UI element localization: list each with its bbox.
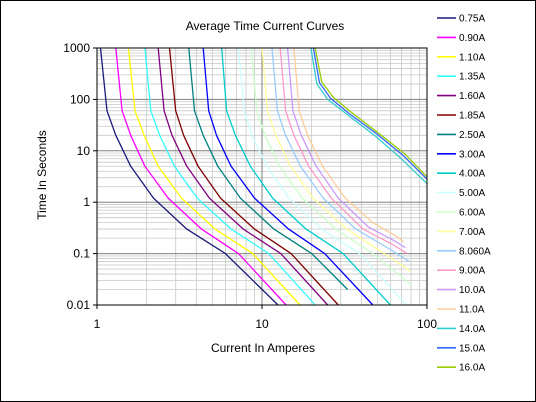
legend-item: 10.0A — [437, 285, 485, 296]
chart-title: Average Time Current Curves — [186, 19, 345, 33]
legend-item: 4.00A — [437, 169, 485, 180]
legend-item: 7.00A — [437, 227, 485, 238]
series-line — [261, 47, 412, 272]
y-tick-label: 100 — [70, 92, 90, 106]
series-line — [144, 47, 316, 306]
series-line — [115, 47, 287, 306]
legend-label: 11.0A — [459, 305, 485, 316]
series-line — [314, 47, 428, 178]
legend-item: 0.90A — [437, 33, 485, 44]
legend-label: 3.00A — [459, 149, 485, 160]
legend-label: 1.60A — [459, 91, 485, 102]
legend-label: 4.00A — [459, 169, 485, 180]
plot-border — [96, 47, 428, 306]
legend-label: 10.0A — [459, 285, 485, 296]
series-line — [279, 47, 408, 255]
legend-item: 1.35A — [437, 72, 485, 83]
series-line — [237, 47, 407, 306]
series-line — [127, 47, 301, 306]
legend-label: 8.060A — [459, 246, 491, 257]
legend: 0.75A 0.90A 1.10A 1.35A 1.60A 1.85A 2.50A 3.00A… — [437, 14, 491, 374]
series-line — [250, 47, 412, 286]
legend-label: 0.90A — [459, 33, 485, 44]
legend-label: 0.75A — [459, 14, 485, 25]
legend-item: 8.060A — [437, 246, 491, 257]
y-axis-label: Time In Seconds — [35, 130, 49, 220]
legend-label: 2.50A — [459, 130, 485, 141]
y-tick-label: 0.01 — [67, 298, 91, 312]
series-line — [293, 47, 404, 243]
x-tick-label: 100 — [417, 317, 437, 331]
series-line — [271, 47, 410, 263]
legend-item: 11.0A — [437, 305, 485, 316]
legend-label: 7.00A — [459, 227, 485, 238]
series-line — [157, 47, 329, 306]
legend-item: 15.0A — [437, 343, 485, 354]
series-line — [221, 47, 391, 306]
legend-label: 1.35A — [459, 72, 485, 83]
x-tick-label: 10 — [255, 317, 269, 331]
legend-label: 14.0A — [459, 324, 485, 335]
legend-item: 5.00A — [437, 188, 485, 199]
legend-item: 1.60A — [437, 91, 485, 102]
y-tick-label: 10 — [77, 144, 91, 158]
x-tick-label: 1 — [94, 317, 101, 331]
legend-item: 2.50A — [437, 130, 485, 141]
grid — [96, 47, 428, 306]
series-lines — [99, 47, 428, 306]
legend-item: 3.00A — [437, 149, 485, 160]
series-line — [310, 47, 428, 185]
legend-label: 1.10A — [459, 52, 485, 63]
series-line — [202, 47, 374, 306]
legend-item: 9.00A — [437, 266, 485, 277]
legend-label: 6.00A — [459, 208, 485, 219]
series-line — [286, 47, 406, 249]
legend-item: 16.0A — [437, 363, 485, 374]
legend-item: 0.75A — [437, 14, 485, 25]
legend-item: 1.85A — [437, 111, 485, 122]
series-line — [99, 47, 279, 306]
legend-label: 15.0A — [459, 343, 485, 354]
series-line — [168, 47, 339, 306]
legend-label: 5.00A — [459, 188, 485, 199]
y-tick-label: 1000 — [63, 41, 90, 55]
series-line — [188, 47, 349, 290]
y-tick-label: 1 — [83, 195, 90, 209]
x-axis-label: Current In Amperes — [211, 341, 315, 355]
series-line — [312, 47, 428, 180]
legend-item: 14.0A — [437, 324, 485, 335]
legend-label: 9.00A — [459, 266, 485, 277]
legend-item: 1.10A — [437, 52, 485, 63]
legend-item: 6.00A — [437, 208, 485, 219]
y-tick-label: 0.1 — [73, 247, 90, 261]
axes: 1 10 100 0.01 0.1 1 10 100 1000 — [63, 41, 437, 331]
legend-label: 16.0A — [459, 363, 485, 374]
legend-label: 1.85A — [459, 111, 485, 122]
